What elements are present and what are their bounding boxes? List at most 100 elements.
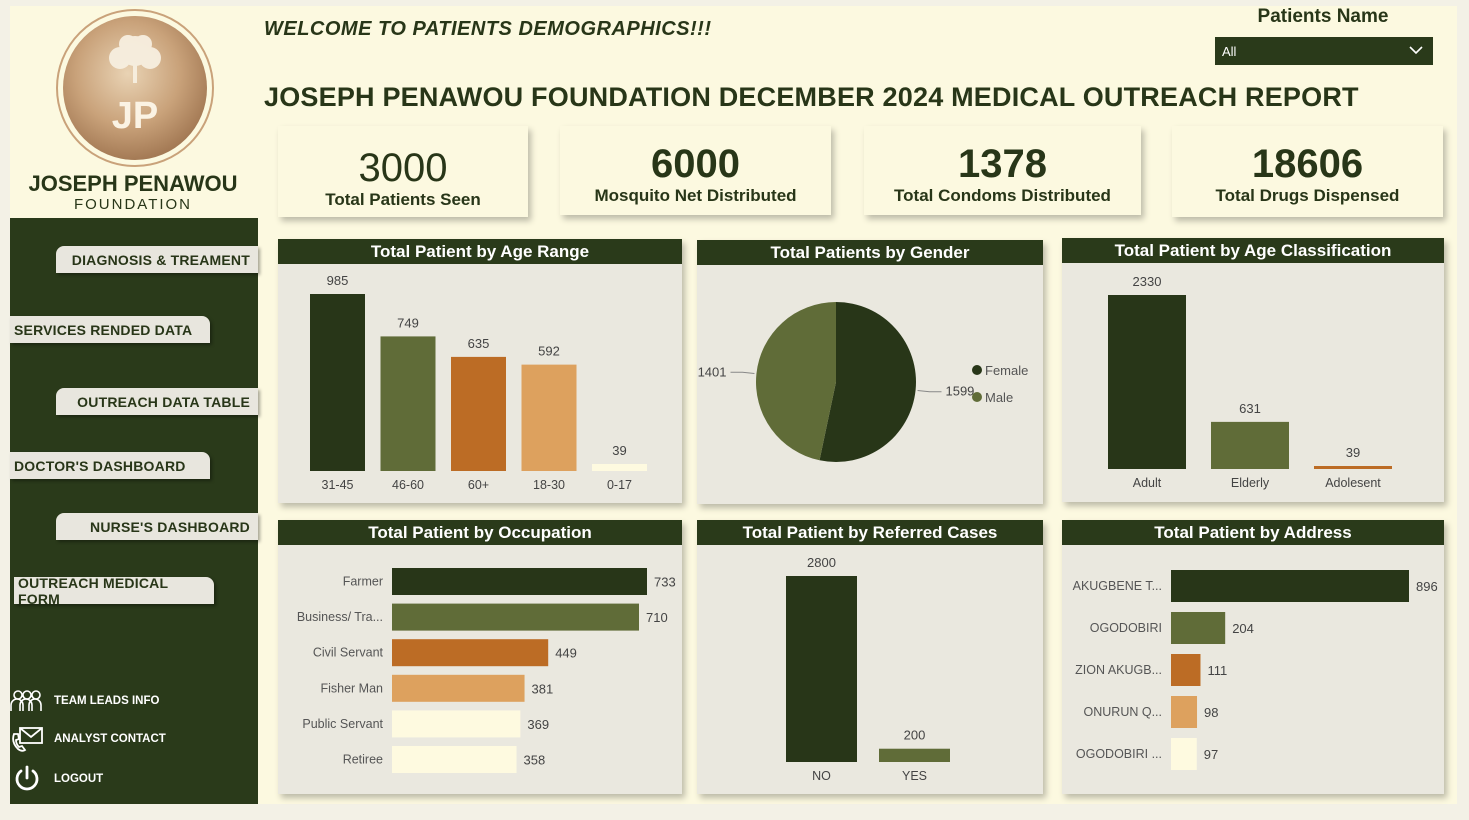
- data-label: 1599: [945, 384, 974, 399]
- age-range-chart-card: Total Patient by Age Range 985 31-45 749 46…: [278, 239, 682, 503]
- legend-label: Male: [985, 390, 1013, 405]
- age-classification-chart-card: Total Patient by Age Classification 2330…: [1062, 238, 1444, 502]
- data-label: 710: [646, 610, 668, 625]
- tick-label: 60+: [468, 478, 489, 492]
- pie-slice: [819, 302, 917, 462]
- age-range-chart: 985 31-45 749 46-60 635 60+ 592 18-30 39 0-17: [310, 273, 647, 492]
- analyst-contact-label: ANALYST CONTACT: [54, 733, 166, 745]
- bar: [786, 576, 857, 762]
- nav-nurses-dashboard-button[interactable]: NURSE'S DASHBOARD: [56, 513, 258, 540]
- bar: [392, 639, 549, 667]
- data-label: 39: [1346, 445, 1360, 460]
- tick-label: Fisher Man: [320, 681, 383, 695]
- nav-outreach-medical-form-button[interactable]: OUTREACH MEDICAL FORM: [14, 574, 214, 607]
- kpi-value: 3000: [358, 146, 448, 190]
- leader-line: [730, 371, 755, 375]
- tick-label: 0-17: [607, 478, 632, 492]
- data-label: 749: [397, 315, 419, 330]
- bar: [1108, 295, 1186, 469]
- data-label: 449: [555, 646, 577, 661]
- logout-label: LOGOUT: [54, 773, 104, 785]
- data-label: 98: [1204, 705, 1218, 720]
- data-label: 2800: [807, 555, 836, 570]
- pie-slice: [756, 302, 836, 461]
- legend-label: Female: [985, 363, 1028, 378]
- legend-marker: [972, 392, 982, 402]
- bar: [380, 336, 436, 471]
- chart-title: Total Patient by Age Classification: [1062, 238, 1444, 263]
- tick-label: Retiree: [343, 753, 383, 767]
- patients-name-slicer-title: Patients Name: [1257, 6, 1389, 27]
- svg-text:JOSEPH PENAWOU: JOSEPH PENAWOU: [28, 171, 237, 196]
- tick-label: Public Servant: [302, 717, 383, 731]
- occupation-chart-card: Total Patient by Occupation Farmer 733 Bus…: [278, 520, 682, 794]
- kpi-label: Total Condoms Distributed: [894, 186, 1111, 205]
- bar: [392, 710, 521, 738]
- data-label: 635: [468, 336, 490, 351]
- tick-label: 46-60: [392, 478, 424, 492]
- tick-label: Elderly: [1231, 476, 1270, 490]
- gender-chart: 1599 1401 Female Male: [698, 302, 1028, 462]
- bar: [879, 748, 950, 762]
- tick-label: Adolesent: [1325, 476, 1381, 490]
- tick-label: 31-45: [322, 478, 354, 492]
- data-label: 985: [327, 273, 349, 288]
- svg-text:JP: JP: [112, 95, 158, 137]
- bar: [1211, 421, 1289, 469]
- team-icon: [10, 686, 44, 716]
- chart-title: Total Patient by Occupation: [278, 520, 682, 545]
- bar: [392, 674, 525, 702]
- data-label: 97: [1204, 747, 1218, 762]
- chart-title: Total Patient by Referred Cases: [697, 520, 1043, 545]
- bar: [1314, 466, 1392, 469]
- team-leads-link[interactable]: TEAM LEADS INFO: [10, 686, 159, 716]
- data-label: 1401: [698, 364, 727, 379]
- logout-link[interactable]: LOGOUT: [10, 764, 103, 794]
- team-leads-label: TEAM LEADS INFO: [54, 695, 160, 707]
- kpi-value: 6000: [651, 142, 740, 186]
- kpi-mosquito-net-card: 6000 Mosquito Net Distributed: [560, 126, 831, 215]
- bar: [1171, 612, 1226, 644]
- data-label: 39: [612, 443, 626, 458]
- chevron-down-icon: [1409, 43, 1423, 60]
- nav-label: DOCTOR'S DASHBOARD: [14, 457, 186, 474]
- referred-cases-chart-card: Total Patient by Referred Cases 2800 NO 20…: [697, 520, 1043, 794]
- page-title: JOSEPH PENAWOU FOUNDATION DECEMBER 2024 …: [264, 82, 1359, 112]
- kpi-total-patients-card: 3000 Total Patients Seen: [278, 126, 528, 217]
- occupation-chart: Farmer 733 Business/ Tra... 710 Civil Servan…: [297, 568, 676, 773]
- bar: [451, 356, 506, 471]
- kpi-value: 1378: [958, 142, 1047, 186]
- kpi-label: Total Patients Seen: [325, 190, 481, 209]
- kpi-value: 18606: [1251, 142, 1364, 186]
- nav-doctors-dashboard-button[interactable]: DOCTOR'S DASHBOARD: [10, 452, 210, 479]
- tick-label: YES: [902, 769, 927, 783]
- data-label: 200: [904, 728, 926, 743]
- bar: [521, 364, 577, 471]
- data-label: 896: [1416, 579, 1438, 594]
- nav-label: SERVICES RENDED DATA: [14, 321, 193, 338]
- data-label: 358: [524, 753, 546, 768]
- kpi-drugs-card: 18606 Total Drugs Dispensed: [1172, 126, 1443, 217]
- bar: [1171, 654, 1201, 686]
- nav-label: OUTREACH MEDICAL FORM: [18, 574, 168, 607]
- address-chart: AKUGBENE T... 896 OGODOBIRI 204 ZION AKUGB..…: [1073, 570, 1438, 770]
- leader-line: [917, 389, 942, 393]
- data-label: 111: [1207, 663, 1227, 678]
- tick-label: Farmer: [343, 575, 383, 589]
- data-label: 381: [532, 681, 554, 696]
- analyst-contact-link[interactable]: ANALYST CONTACT: [10, 724, 166, 754]
- tick-label: OGODOBIRI ...: [1076, 747, 1162, 761]
- nav-diagnosis-treatment-button[interactable]: DIAGNOSIS & TREAMENT: [56, 246, 258, 273]
- data-label: 733: [654, 575, 676, 590]
- svg-text:FOUNDATION: FOUNDATION: [74, 196, 192, 213]
- kpi-label: Total Drugs Dispensed: [1215, 186, 1400, 205]
- nav-outreach-data-table-button[interactable]: OUTREACH DATA TABLE: [56, 388, 258, 415]
- patients-name-dropdown[interactable]: All: [1215, 37, 1433, 65]
- address-chart-card: Total Patient by Address AKUGBENE T... 89…: [1062, 520, 1444, 794]
- kpi-label: Mosquito Net Distributed: [594, 186, 797, 205]
- dropdown-value: All: [1222, 43, 1237, 59]
- chart-title: Total Patients by Gender: [697, 240, 1043, 265]
- nav-label: NURSE'S DASHBOARD: [90, 518, 250, 535]
- foundation-logo-icon: JP JOSEPH PENAWOU FOUNDATION: [28, 9, 238, 213]
- nav-services-rendered-button[interactable]: SERVICES RENDED DATA: [10, 316, 210, 343]
